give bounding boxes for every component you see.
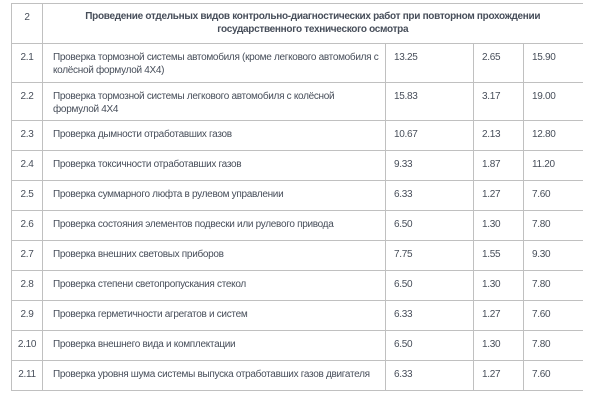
section-title-cell: Проведение отдельных видов контрольно-ди…: [41, 3, 583, 44]
value-cell: 1.55: [473, 240, 524, 271]
value-cell: 7.75: [385, 240, 474, 271]
row-number-cell: 2.2: [11, 82, 43, 121]
value-cell: 6.33: [385, 300, 474, 331]
row-description-cell: Проверка суммарного люфта в рулевом упра…: [42, 180, 386, 211]
value-cell: 6.50: [385, 330, 474, 361]
value-cell: 13.25: [385, 43, 474, 83]
row-description-cell: Проверка внешнего вида и комплектации: [42, 330, 386, 361]
value-cell: 9.30: [522, 240, 583, 271]
row-number-cell: 2.7: [11, 240, 43, 271]
row-description-cell: Проверка тормозной системы автомобиля (к…: [42, 43, 386, 83]
value-cell: 3.17: [473, 82, 524, 121]
table-row: 2.11 Проверка уровня шума системы выпуск…: [11, 360, 583, 391]
table-row: 2.6 Проверка состояния элементов подвеск…: [11, 210, 583, 241]
row-number-cell: 2.8: [11, 270, 43, 301]
value-cell: 15.90: [522, 43, 583, 83]
row-number-cell: 2.1: [11, 43, 43, 83]
row-description-cell: Проверка дымности отработавших газов: [42, 120, 386, 151]
section-number-cell: 2: [11, 3, 43, 44]
value-cell: 7.60: [522, 180, 583, 211]
row-description-cell: Проверка герметичности агрегатов и систе…: [42, 300, 386, 331]
table-row: 2.4 Проверка токсичности отработавших га…: [11, 150, 583, 181]
row-description-cell: Проверка тормозной системы легкового авт…: [42, 82, 386, 121]
value-cell: 15.83: [385, 82, 474, 121]
row-description-cell: Проверка уровня шума системы выпуска отр…: [42, 360, 386, 391]
table-row: 2.8 Проверка степени светопропускания ст…: [11, 270, 583, 301]
value-cell: 1.87: [473, 150, 524, 181]
value-cell: 19.00: [522, 82, 583, 121]
value-cell: 7.60: [522, 300, 583, 331]
table-row: 2.7 Проверка внешних световых приборов 7…: [11, 240, 583, 271]
section-header-row: 2 Проведение отдельных видов контрольно-…: [11, 3, 583, 44]
value-cell: 7.80: [522, 270, 583, 301]
row-description-cell: Проверка токсичности отработавших газов: [42, 150, 386, 181]
value-cell: 1.27: [473, 180, 524, 211]
value-cell: 1.27: [473, 360, 524, 391]
value-cell: 1.27: [473, 300, 524, 331]
tariff-table: 2 Проведение отдельных видов контрольно-…: [11, 3, 583, 391]
value-cell: 1.30: [473, 330, 524, 361]
value-cell: 10.67: [385, 120, 474, 151]
value-cell: 6.33: [385, 180, 474, 211]
row-description-cell: Проверка внешних световых приборов: [42, 240, 386, 271]
row-number-cell: 2.9: [11, 300, 43, 331]
row-number-cell: 2.6: [11, 210, 43, 241]
value-cell: 9.33: [385, 150, 474, 181]
value-cell: 7.80: [522, 210, 583, 241]
row-number-cell: 2.5: [11, 180, 43, 211]
value-cell: 2.65: [473, 43, 524, 83]
value-cell: 6.33: [385, 360, 474, 391]
row-number-cell: 2.11: [11, 360, 43, 391]
row-number-cell: 2.4: [11, 150, 43, 181]
value-cell: 6.50: [385, 210, 474, 241]
table-row: 2.2 Проверка тормозной системы легкового…: [11, 82, 583, 121]
value-cell: 6.50: [385, 270, 474, 301]
row-number-cell: 2.10: [11, 330, 43, 361]
value-cell: 11.20: [522, 150, 583, 181]
table-row: 2.9 Проверка герметичности агрегатов и с…: [11, 300, 583, 331]
row-description-cell: Проверка состояния элементов подвески ил…: [42, 210, 386, 241]
table-row: 2.5 Проверка суммарного люфта в рулевом …: [11, 180, 583, 211]
value-cell: 1.30: [473, 210, 524, 241]
table-row: 2.3 Проверка дымности отработавших газов…: [11, 120, 583, 151]
value-cell: 1.30: [473, 270, 524, 301]
value-cell: 7.60: [522, 360, 583, 391]
value-cell: 12.80: [522, 120, 583, 151]
row-description-cell: Проверка степени светопропускания стекол: [42, 270, 386, 301]
value-cell: 2.13: [473, 120, 524, 151]
table-row: 2.1 Проверка тормозной системы автомобил…: [11, 43, 583, 83]
row-number-cell: 2.3: [11, 120, 43, 151]
value-cell: 7.80: [522, 330, 583, 361]
table-row: 2.10 Проверка внешнего вида и комплектац…: [11, 330, 583, 361]
